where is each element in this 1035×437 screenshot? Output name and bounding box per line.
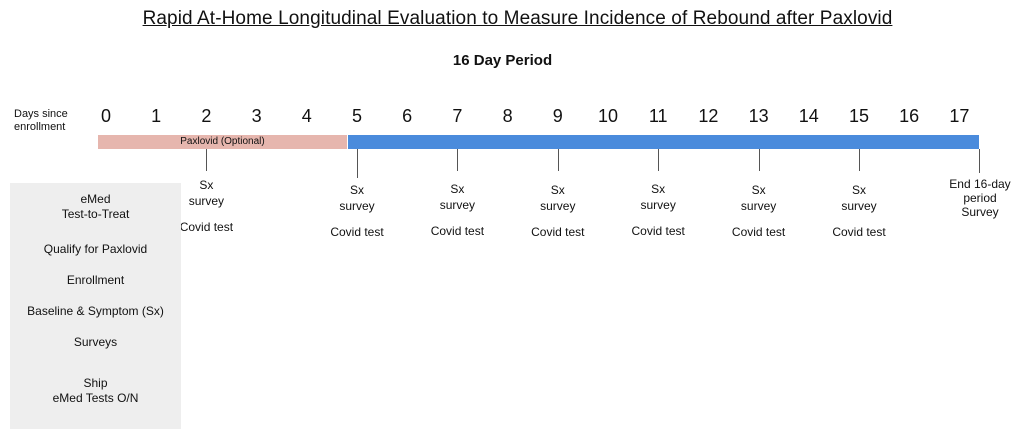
end-event-line3: Survey	[961, 205, 999, 219]
panel-item-qualify: Qualify for Paxlovid	[43, 242, 148, 256]
event-marker	[206, 149, 207, 171]
day-tick-label: 9	[552, 106, 563, 126]
event-spacer	[632, 213, 685, 223]
panel-item-ship: Ship eMed Tests O/N	[10, 376, 181, 406]
event-sx-label: Sx	[851, 183, 867, 197]
panel-item-test-to-treat: eMed Test-to-Treat	[10, 192, 181, 222]
timeline-event: Sx survey Covid test	[832, 182, 885, 240]
timeline-event: Sx survey Covid test	[632, 181, 685, 239]
axis-label-line1: Days since	[14, 108, 68, 120]
day-tick-label: 2	[201, 106, 212, 126]
event-survey-label: survey	[540, 199, 576, 213]
event-sx-label: Sx	[199, 178, 214, 192]
day-tick-label: 14	[798, 106, 819, 126]
panel-item-test-to-treat-label: Test-to-Treat	[61, 207, 130, 221]
panel-item-enrollment: Enrollment	[66, 273, 125, 287]
day-tick-label: 10	[597, 106, 619, 126]
day-tick-label: 8	[502, 106, 513, 126]
event-marker	[759, 149, 760, 171]
event-marker	[658, 149, 659, 171]
day-tick-label: 4	[301, 106, 312, 126]
panel-item-baseline: Baseline & Symptom (Sx)	[27, 304, 164, 318]
event-marker	[859, 149, 860, 171]
event-survey-label: survey	[339, 199, 375, 213]
event-sx-label: Sx	[550, 183, 565, 197]
panel-item-emed-tests: eMed Tests O/N	[52, 391, 139, 405]
event-spacer	[330, 214, 383, 224]
paxlovid-bar	[98, 135, 347, 149]
event-survey-label: survey	[188, 194, 225, 208]
event-covid-test-label: Covid test	[531, 225, 585, 239]
event-sx-label: Sx	[450, 182, 465, 196]
end-marker	[979, 149, 980, 173]
event-marker	[357, 149, 358, 178]
event-spacer	[180, 209, 233, 219]
event-spacer	[832, 214, 885, 224]
day-tick-label: 6	[402, 106, 413, 126]
event-survey-label: survey	[640, 198, 676, 212]
end-event-line2: period	[963, 191, 997, 205]
day-tick-label: 1	[151, 106, 162, 126]
diagram-title: Rapid At-Home Longitudinal Evaluation to…	[142, 8, 893, 29]
event-covid-test-label: Covid test	[179, 220, 234, 234]
event-covid-test-label: Covid test	[430, 224, 485, 238]
day-tick-label: 0	[100, 106, 112, 126]
event-covid-test-label: Covid test	[330, 225, 384, 239]
diagram-subtitle: 16 Day Period	[452, 52, 553, 69]
panel-item-ship-label: Ship	[83, 376, 108, 390]
day-tick-label: 16	[899, 106, 920, 126]
paxlovid-bar-label: Paxlovid (Optional)	[180, 136, 265, 147]
day-tick-label: 13	[748, 106, 769, 126]
event-marker	[457, 149, 458, 171]
event-spacer	[531, 214, 584, 224]
event-sx-label: Sx	[651, 182, 666, 196]
event-survey-label: survey	[740, 199, 777, 213]
panel-item-surveys: Surveys	[73, 335, 118, 349]
bar-divider	[347, 135, 348, 149]
day-tick-label: 5	[351, 106, 363, 126]
timeline-event: Sx survey Covid test	[732, 182, 785, 240]
event-sx-label: Sx	[349, 183, 365, 197]
event-marker	[558, 149, 559, 171]
panel-item-emed: eMed	[80, 192, 111, 206]
day-tick-label: 12	[698, 106, 719, 126]
end-event: End 16-day period Survey	[949, 177, 1010, 219]
study-period-bar	[348, 135, 979, 149]
day-tick-label: 17	[949, 106, 970, 126]
event-survey-label: survey	[439, 198, 476, 212]
event-sx-label: Sx	[751, 183, 766, 197]
enrollment-panel: eMed Test-to-Treat Qualify for Paxlovid …	[10, 183, 181, 429]
event-covid-test-label: Covid test	[631, 224, 685, 238]
day-tick-label: 7	[452, 106, 463, 126]
event-covid-test-label: Covid test	[832, 225, 886, 239]
timeline-event: Sx survey Covid test	[330, 182, 383, 240]
timeline-event: Sx survey Covid test	[431, 181, 484, 239]
axis-label-line2: enrollment	[14, 121, 66, 133]
event-covid-test-label: Covid test	[731, 225, 786, 239]
end-event-line1: End 16-day	[949, 177, 1011, 191]
axis-label: Days since enrollment	[14, 108, 92, 134]
day-tick-label: 3	[251, 106, 262, 126]
timeline-event: Sx survey Covid test	[531, 182, 584, 240]
event-survey-label: survey	[841, 199, 877, 213]
day-tick-label: 11	[648, 106, 668, 126]
event-spacer	[732, 214, 785, 224]
timeline-event: Sx survey Covid test	[180, 177, 233, 235]
event-spacer	[431, 213, 484, 223]
day-tick-label: 15	[848, 106, 870, 126]
